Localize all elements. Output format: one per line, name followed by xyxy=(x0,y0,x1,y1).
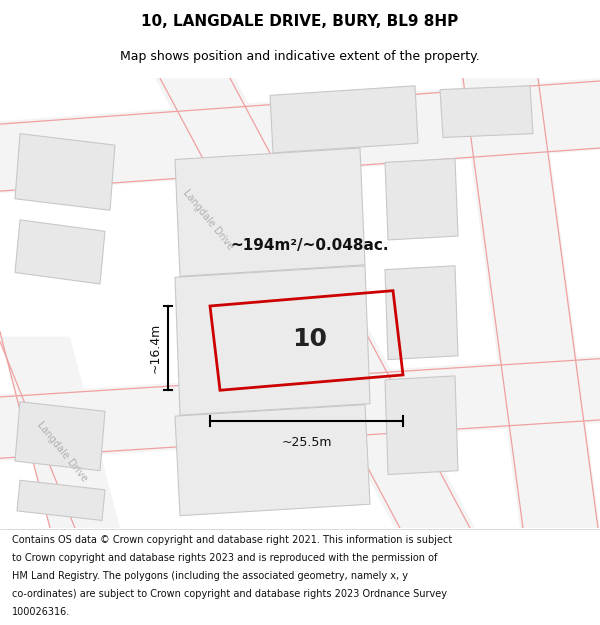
Polygon shape xyxy=(175,266,370,415)
Polygon shape xyxy=(385,376,458,474)
Text: co-ordinates) are subject to Crown copyright and database rights 2023 Ordnance S: co-ordinates) are subject to Crown copyr… xyxy=(12,589,447,599)
Text: Contains OS data © Crown copyright and database right 2021. This information is : Contains OS data © Crown copyright and d… xyxy=(12,535,452,545)
Polygon shape xyxy=(440,86,533,138)
Polygon shape xyxy=(175,148,365,276)
Polygon shape xyxy=(15,402,105,471)
Polygon shape xyxy=(460,78,600,528)
Text: to Crown copyright and database rights 2023 and is reproduced with the permissio: to Crown copyright and database rights 2… xyxy=(12,553,437,563)
Text: ~25.5m: ~25.5m xyxy=(281,436,332,449)
Polygon shape xyxy=(0,356,600,461)
Polygon shape xyxy=(385,266,458,359)
Text: ~16.4m: ~16.4m xyxy=(149,323,162,373)
Polygon shape xyxy=(17,480,105,521)
Text: Langdale Drive: Langdale Drive xyxy=(181,188,235,252)
Polygon shape xyxy=(385,159,458,240)
Polygon shape xyxy=(270,86,418,152)
Polygon shape xyxy=(15,220,105,284)
Text: 10, LANGDALE DRIVE, BURY, BL9 8HP: 10, LANGDALE DRIVE, BURY, BL9 8HP xyxy=(142,14,458,29)
Text: HM Land Registry. The polygons (including the associated geometry, namely x, y: HM Land Registry. The polygons (includin… xyxy=(12,571,408,581)
Text: Langdale Drive: Langdale Drive xyxy=(35,419,89,483)
Text: 10: 10 xyxy=(293,326,328,351)
Polygon shape xyxy=(0,337,120,528)
Text: 100026316.: 100026316. xyxy=(12,607,70,617)
Polygon shape xyxy=(155,78,475,528)
Polygon shape xyxy=(0,78,600,193)
Polygon shape xyxy=(15,134,115,210)
Text: ~194m²/~0.048ac.: ~194m²/~0.048ac. xyxy=(231,238,389,253)
Text: Map shows position and indicative extent of the property.: Map shows position and indicative extent… xyxy=(120,50,480,62)
Polygon shape xyxy=(175,404,370,516)
